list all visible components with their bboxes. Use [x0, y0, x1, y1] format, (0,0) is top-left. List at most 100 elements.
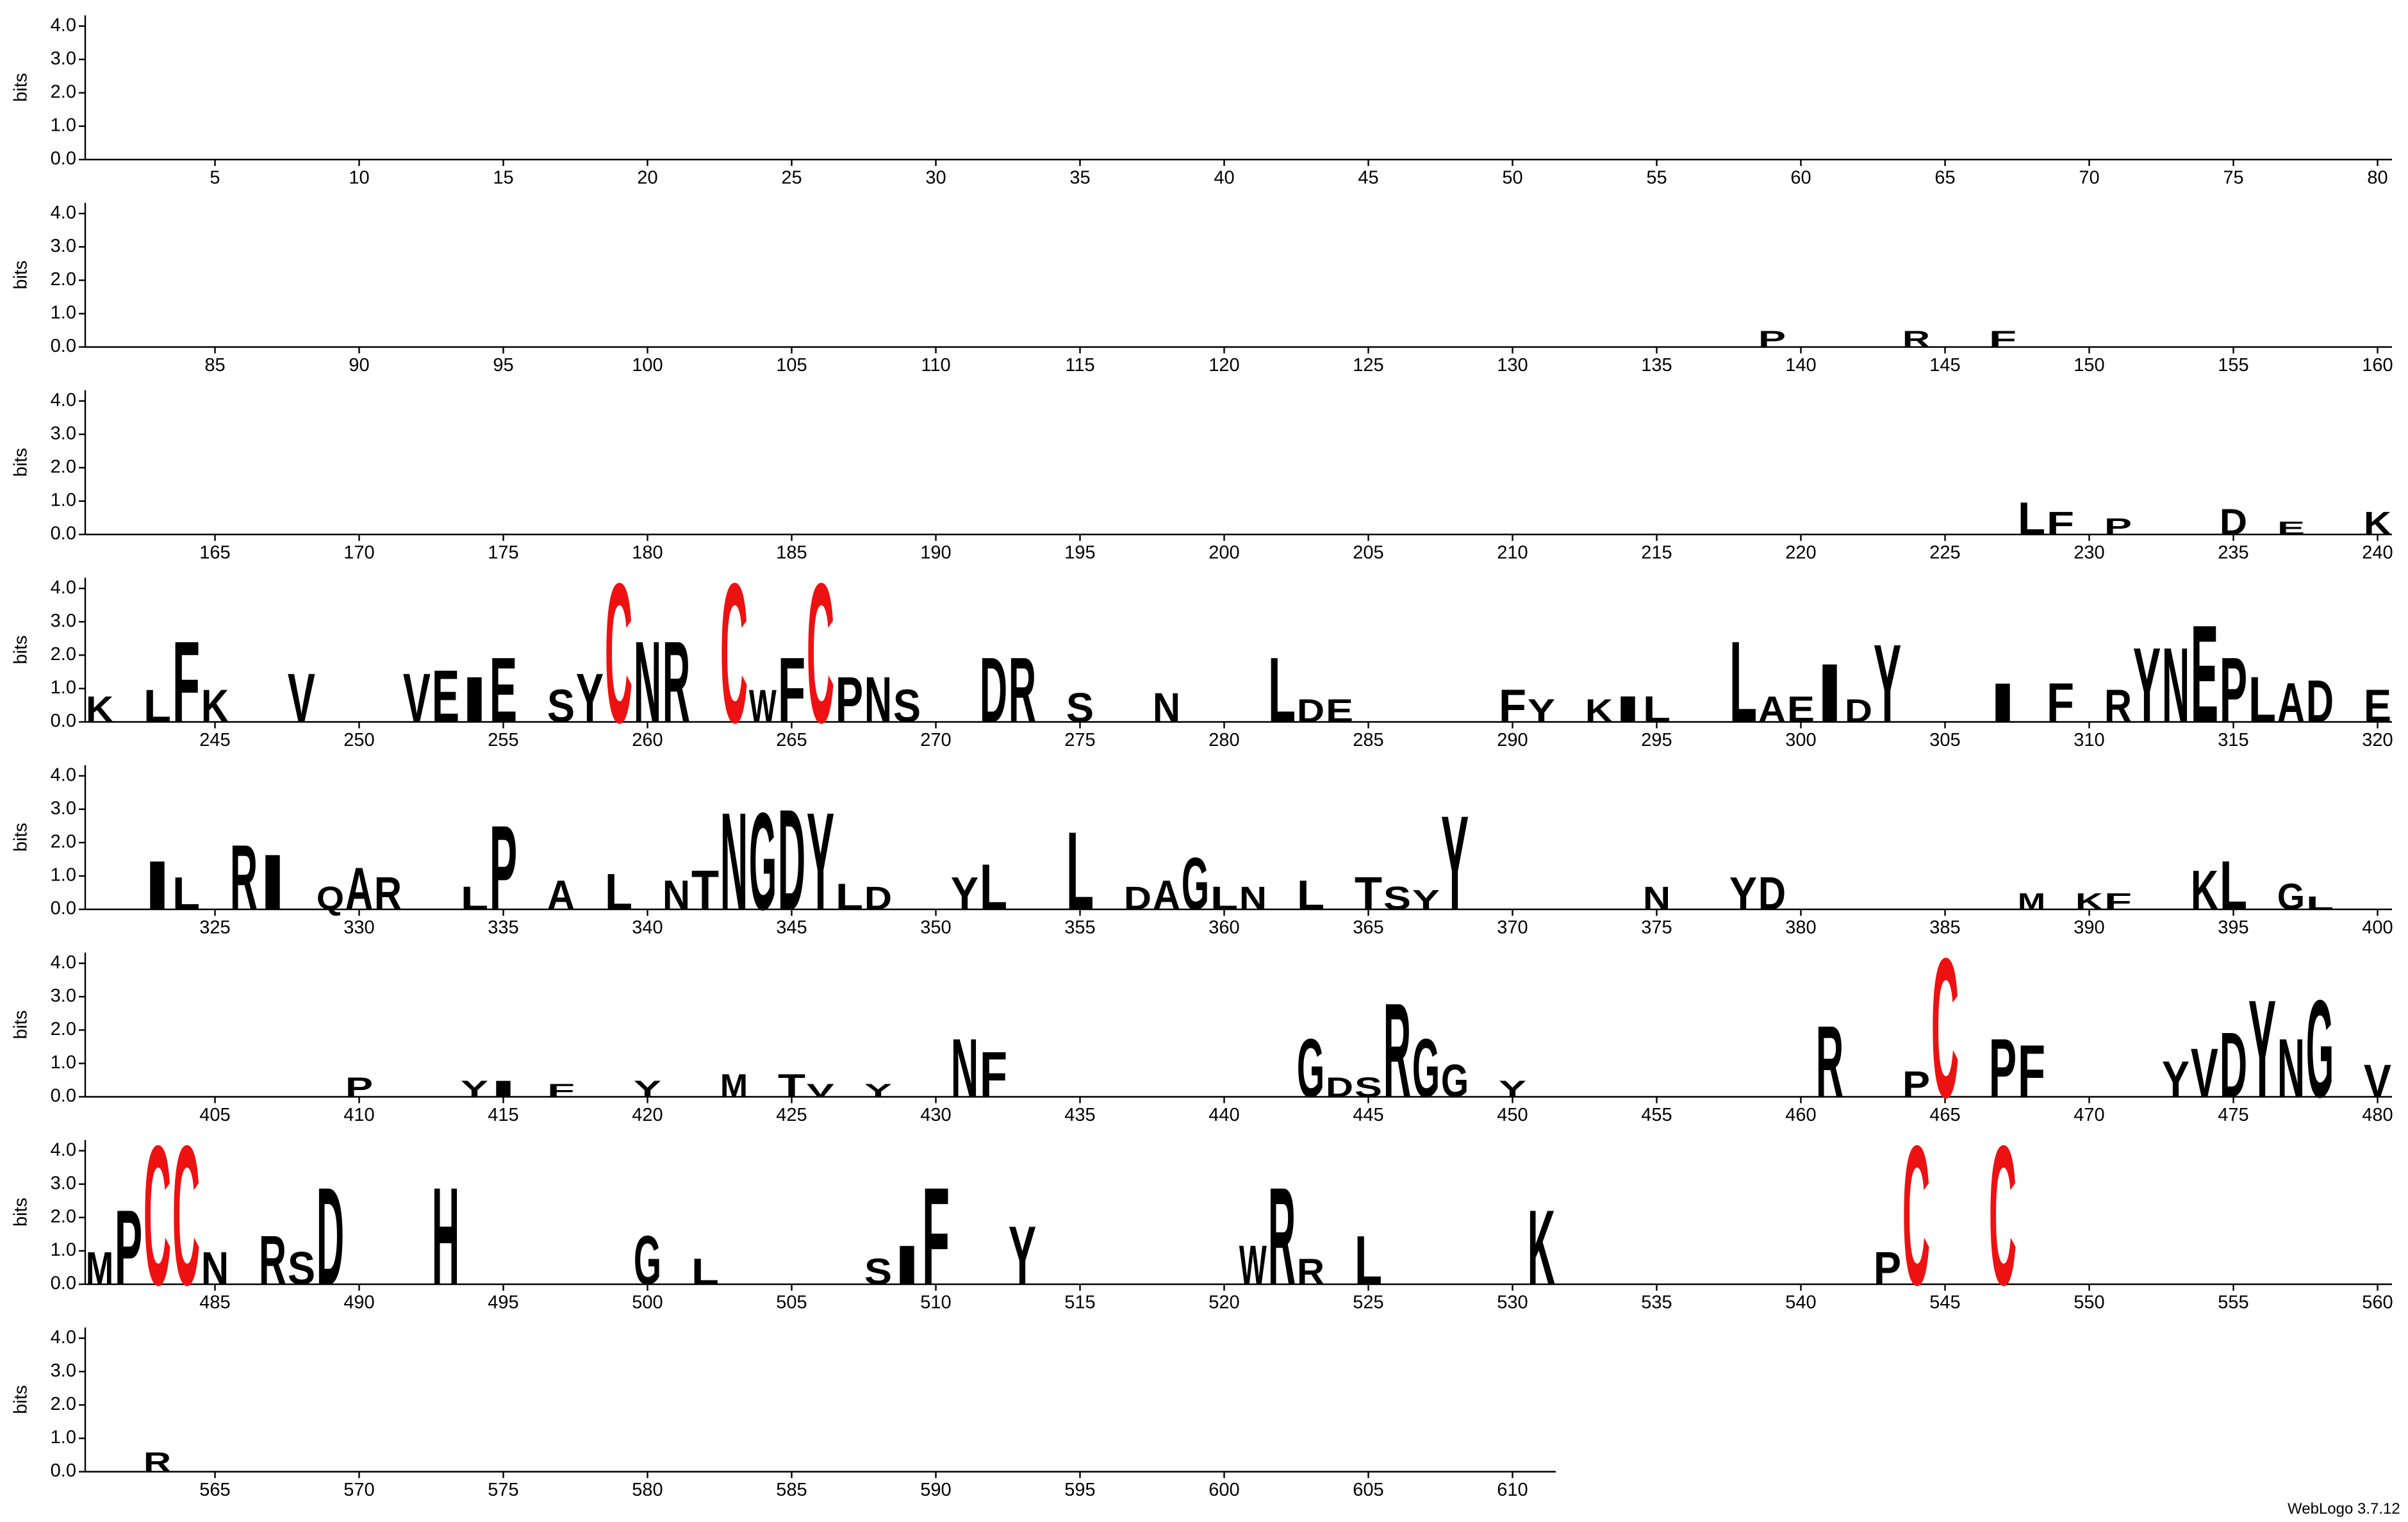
- x-tick-label: 550: [2074, 1293, 2104, 1313]
- logo-letter: Y: [1009, 1209, 1036, 1302]
- x-tick-label: 245: [199, 730, 230, 750]
- logo-letter: R: [1383, 975, 1411, 1125]
- logo-letter: R: [374, 868, 402, 920]
- y-tick-label: 2.0: [51, 269, 76, 290]
- logo-letter: S: [1355, 1071, 1382, 1103]
- y-tick-label: 2.0: [51, 1019, 76, 1039]
- x-tick-label: 530: [1497, 1293, 1528, 1313]
- logo-letter: P: [1989, 1022, 2016, 1115]
- y-tick-label: 4.0: [51, 1327, 76, 1348]
- logo-letter: R: [663, 617, 690, 747]
- x-tick-label: 345: [776, 918, 807, 938]
- x-tick-label: 540: [1785, 1293, 1816, 1313]
- x-tick-label: 35: [1069, 168, 1090, 188]
- x-tick-label: 260: [632, 730, 663, 750]
- logo-letter: L: [980, 850, 1007, 923]
- x-tick-label: 310: [2074, 730, 2104, 750]
- x-tick-label: 15: [493, 168, 513, 188]
- logo-letter: A: [345, 855, 373, 922]
- logo-letter: S: [547, 680, 575, 732]
- x-tick-label: 115: [1065, 355, 1094, 376]
- logo-letter: L: [1643, 689, 1670, 730]
- y-tick-label: 1.0: [51, 865, 76, 886]
- x-tick-label: 465: [1929, 1105, 1960, 1125]
- logo-letter: P: [1758, 327, 1786, 352]
- logo-letter: R: [259, 1221, 286, 1299]
- x-tick-label: 30: [925, 168, 946, 188]
- x-tick-label: 265: [776, 730, 807, 750]
- logo-letter: H: [432, 1159, 459, 1314]
- x-tick-label: 525: [1353, 1293, 1383, 1313]
- x-tick-label: 400: [2362, 918, 2393, 938]
- logo-letter: V: [2191, 1034, 2218, 1112]
- x-tick-label: 360: [1208, 918, 1239, 938]
- x-tick-label: 70: [2079, 168, 2099, 188]
- x-tick-label: 330: [343, 918, 374, 938]
- logo-letter: Y: [461, 1077, 488, 1102]
- x-tick-label: 250: [343, 730, 374, 750]
- logo-letter: Y: [1729, 868, 1757, 920]
- x-tick-label: 60: [1790, 168, 1811, 188]
- logo-letter: G: [1441, 1055, 1469, 1107]
- x-tick-label: 105: [776, 355, 807, 376]
- x-tick-label: 590: [920, 1480, 951, 1500]
- logo-letter: N: [864, 663, 892, 736]
- logo-letter: C: [807, 542, 834, 765]
- y-axis-label: bits: [11, 448, 31, 477]
- x-tick-label: 80: [2367, 168, 2387, 188]
- logo-letter: P: [1902, 1064, 1930, 1105]
- x-tick-label: 210: [1497, 543, 1528, 563]
- logo-letter: Y: [1499, 1077, 1526, 1102]
- logo-letter: M: [2018, 889, 2045, 914]
- y-tick-label: 0.0: [51, 898, 76, 919]
- x-tick-label: 175: [488, 543, 518, 563]
- x-tick-label: 485: [199, 1293, 230, 1313]
- logo-letter: A: [1153, 872, 1180, 919]
- x-tick-label: 255: [488, 730, 518, 750]
- y-tick-label: 0.0: [51, 1460, 76, 1481]
- x-tick-label: 320: [2362, 730, 2393, 750]
- x-tick-label: 430: [920, 1105, 951, 1125]
- logo-letter: K: [2191, 859, 2218, 922]
- y-tick-label: 2.0: [51, 1394, 76, 1414]
- logo-letter: S: [893, 680, 921, 732]
- logo-letter: N: [720, 784, 748, 939]
- logo-letter: N: [951, 1022, 978, 1115]
- logo-letter: E: [2277, 518, 2305, 538]
- y-tick-label: 3.0: [51, 986, 76, 1006]
- x-tick-label: 375: [1641, 918, 1672, 938]
- x-tick-label: 190: [920, 543, 951, 563]
- x-tick-label: 155: [2218, 355, 2248, 376]
- logo-letter: I: [1816, 647, 1843, 740]
- logo-letter: P: [2220, 638, 2247, 741]
- x-tick-label: 500: [632, 1293, 663, 1313]
- y-tick-label: 3.0: [51, 236, 76, 256]
- logo-letter: V: [403, 659, 431, 737]
- y-tick-label: 2.0: [51, 456, 76, 477]
- x-tick-label: 350: [920, 918, 951, 938]
- x-tick-label: 405: [199, 1105, 230, 1125]
- y-tick-label: 2.0: [51, 644, 76, 665]
- logo-letter: D: [1845, 693, 1872, 729]
- x-tick-label: 240: [2362, 543, 2393, 563]
- y-tick-label: 1.0: [51, 115, 76, 136]
- logo-letter: A: [2277, 672, 2305, 734]
- logo-letter: L: [1066, 809, 1094, 934]
- x-tick-label: 150: [2074, 355, 2104, 376]
- logo-letter: E: [1326, 693, 1353, 729]
- logo-letter: T: [778, 1068, 805, 1104]
- logo-letter: G: [1412, 1022, 1440, 1115]
- logo-letter: L: [1210, 881, 1238, 917]
- logo-letter: Y: [1528, 693, 1555, 729]
- logo-letter: E: [1787, 689, 1815, 731]
- logo-letter: E: [2191, 596, 2218, 752]
- x-tick-label: 505: [776, 1293, 807, 1313]
- logo-letter: I: [461, 663, 488, 736]
- logo-letter: Y: [2133, 625, 2161, 745]
- x-tick-label: 305: [1929, 730, 1960, 750]
- y-tick-label: 1.0: [51, 490, 76, 511]
- y-tick-label: 1.0: [51, 1240, 76, 1261]
- logo-letter: F: [2104, 888, 2132, 914]
- x-tick-label: 170: [343, 543, 374, 563]
- logo-letter: R: [144, 1447, 171, 1478]
